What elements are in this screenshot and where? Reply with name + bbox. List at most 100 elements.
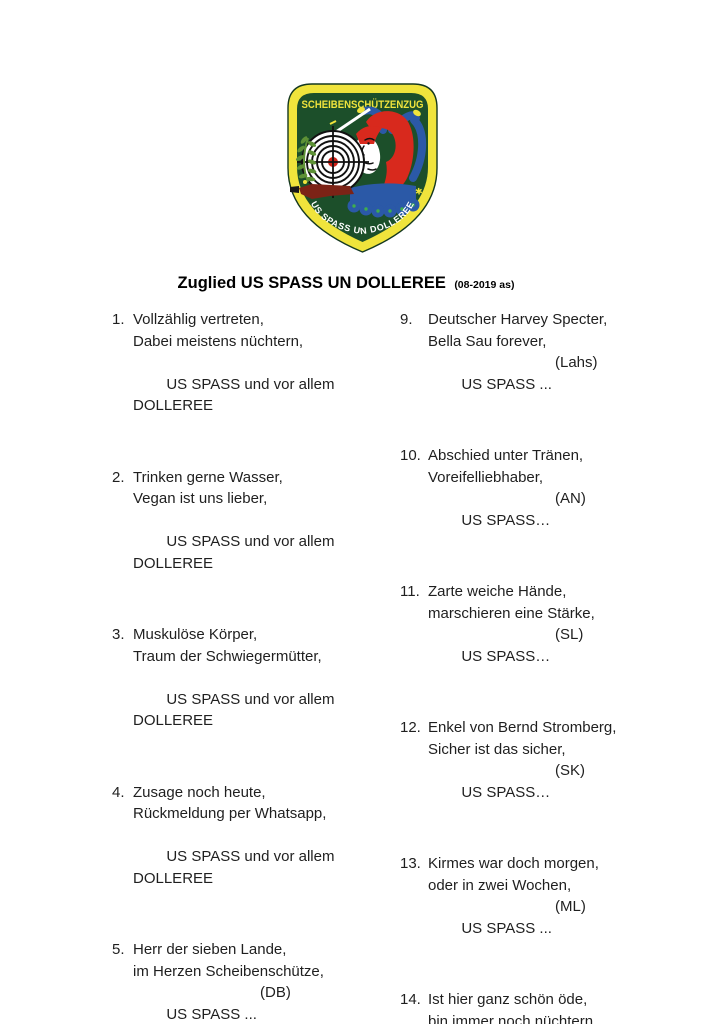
verse-number: 1.: [112, 311, 125, 328]
verse-line-1: Abschied unter Tränen,: [428, 447, 584, 464]
verse-body: Enkel von Bernd Stromberg, Sicher ist da…: [428, 717, 680, 846]
verse-item: 2. Trinken gerne Wasser, Vegan ist uns l…: [112, 467, 400, 618]
verse-number: 5.: [112, 941, 125, 958]
page-title-main: Zuglied US SPASS UN DOLLEREE: [177, 274, 446, 292]
verse-item: 9. Deutscher Harvey Specter, Bella Sau f…: [400, 309, 712, 438]
verse-number: 10.: [400, 447, 421, 464]
verse-line-3: US SPASS… (AN): [428, 488, 680, 574]
verse-line-3: US SPASS und vor allem DOLLEREE: [133, 510, 385, 618]
verse-author-code: (AN): [555, 490, 586, 507]
page-title: Zuglied US SPASS UN DOLLEREE (08-2019 as…: [0, 274, 692, 293]
club-crest-logo: SCHEIBENSCHÜTZENZUG: [286, 82, 439, 254]
verse-author-code: (SK): [555, 762, 585, 779]
verse-line-2: Vegan ist uns lieber,: [133, 490, 268, 507]
verse-refrain: US SPASS ...: [461, 919, 552, 937]
verse-body: Abschied unter Tränen, Voreifelliebhaber…: [428, 445, 680, 574]
verse-line-2: im Herzen Scheibenschütze,: [133, 962, 324, 980]
verse-number: 2.: [112, 468, 125, 486]
verse-line-2: Sicher ist das sicher,: [428, 740, 566, 758]
verse-refrain: US SPASS und vor allem DOLLEREE: [133, 690, 339, 730]
verse-author-code: (ML): [555, 898, 586, 915]
verse-refrain: US SPASS ...: [166, 1005, 257, 1023]
verse-line-2: Dabei meistens nüchtern,: [133, 332, 304, 350]
verse-refrain: US SPASS…: [461, 783, 551, 801]
verse-refrain: US SPASS…: [461, 647, 551, 665]
jester-hood-brim: [356, 126, 382, 144]
verse-item: 3. Muskulöse Körper, Traum der Schwieger…: [112, 624, 400, 775]
verse-columns: 1. Vollzählig vertreten, Dabei meistens …: [112, 309, 712, 1024]
verse-refrain: US SPASS und vor allem DOLLEREE: [133, 848, 339, 887]
verse-number: 12.: [400, 719, 421, 736]
verse-column-right: 9. Deutscher Harvey Specter, Bella Sau f…: [400, 309, 712, 1024]
verse-line-3: US SPASS und vor allem DOLLEREE: [133, 825, 385, 933]
verse-line-3: US SPASS… (SL): [428, 624, 680, 710]
verse-refrain: US SPASS und vor allem DOLLEREE: [133, 375, 339, 415]
verse-item: 10. Abschied unter Tränen, Voreifelliebh…: [400, 445, 712, 574]
bell-icon: [357, 106, 365, 114]
verse-body: Muskulöse Körper, Traum der Schwiegermüt…: [133, 624, 385, 775]
verse-item: 11. Zarte weiche Hände, marschieren eine…: [400, 581, 712, 710]
verse-line-2: Voreifelliebhaber,: [428, 468, 544, 486]
verse-line-1: Vollzählig vertreten,: [133, 311, 264, 328]
motto-star-icon: ✱: [412, 185, 425, 197]
verse-line-2: marschieren eine Stärke,: [428, 604, 595, 622]
verse-body: Ist hier ganz schön öde, bin immer noch …: [428, 989, 680, 1024]
verse-body: Trinken gerne Wasser, Vegan ist uns lieb…: [133, 467, 385, 618]
verse-line-2: Rückmeldung per Whatsapp,: [133, 805, 327, 822]
bell-icon: [413, 109, 421, 117]
verse-line-1: Deutscher Harvey Specter,: [428, 311, 608, 328]
verse-body: Zusage noch heute, Rückmeldung per Whats…: [133, 782, 385, 933]
crest-svg: SCHEIBENSCHÜTZENZUG: [287, 83, 438, 253]
verse-refrain: US SPASS und vor allem DOLLEREE: [133, 533, 339, 572]
verse-line-1: Zusage noch heute,: [133, 783, 266, 801]
verse-refrain: US SPASS ...: [461, 375, 552, 393]
verse-body: Kirmes war doch morgen, oder in zwei Woc…: [428, 853, 680, 982]
verse-line-1: Zarte weiche Hände,: [428, 583, 567, 600]
verse-body: Vollzählig vertreten, Dabei meistens nüc…: [133, 309, 385, 460]
crest-top-text: SCHEIBENSCHÜTZENZUG: [302, 98, 424, 111]
page-title-suffix: (08-2019 as): [454, 279, 515, 291]
verse-line-3: US SPASS und vor allem DOLLEREE: [133, 667, 385, 775]
verse-column-left: 1. Vollzählig vertreten, Dabei meistens …: [112, 309, 400, 1024]
verse-line-1: Kirmes war doch morgen,: [428, 855, 599, 872]
motto-dot-icon: [303, 180, 307, 184]
collar-dots: [352, 203, 415, 213]
verse-line-3: US SPASS ... (DB): [133, 982, 385, 1024]
verse-line-3: US SPASS… (SK): [428, 760, 680, 846]
verse-number: 13.: [400, 855, 421, 872]
jester-hood: [366, 111, 414, 195]
verse-number: 9.: [400, 311, 413, 328]
verse-line-2: oder in zwei Wochen,: [428, 876, 572, 894]
verse-item: 14. Ist hier ganz schön öde, bin immer n…: [400, 989, 712, 1024]
verse-item: 12. Enkel von Bernd Stromberg, Sicher is…: [400, 717, 712, 846]
verse-item: 1. Vollzählig vertreten, Dabei meistens …: [112, 309, 400, 460]
verse-number: 3.: [112, 626, 125, 643]
verse-author-code: (Lahs): [555, 354, 598, 371]
olive-branch-icon: [295, 136, 317, 183]
verse-number: 14.: [400, 991, 421, 1008]
verse-item: 4. Zusage noch heute, Rückmeldung per Wh…: [112, 782, 400, 933]
verse-number: 4.: [112, 783, 125, 801]
verse-line-2: Bella Sau forever,: [428, 332, 547, 350]
verse-line-2: Traum der Schwiegermütter,: [133, 647, 322, 665]
target-icon: [297, 120, 369, 198]
verse-line-1: Trinken gerne Wasser,: [133, 468, 283, 486]
rifle-icon: [290, 184, 354, 199]
verse-number: 11.: [400, 583, 420, 600]
verse-body: Herr der sieben Lande, im Herzen Scheibe…: [133, 939, 385, 1024]
verse-body: Deutscher Harvey Specter, Bella Sau fore…: [428, 309, 680, 438]
verse-line-1: Enkel von Bernd Stromberg,: [428, 719, 617, 736]
verse-body: Zarte weiche Hände, marschieren eine Stä…: [428, 581, 680, 710]
verse-line-3: US SPASS und vor allem DOLLEREE: [133, 352, 385, 460]
verse-item: 13. Kirmes war doch morgen, oder in zwei…: [400, 853, 712, 982]
verse-refrain: US SPASS…: [461, 511, 551, 529]
verse-author-code: (SL): [555, 626, 584, 643]
verse-line-1: Ist hier ganz schön öde,: [428, 991, 588, 1008]
verse-item: 5. Herr der sieben Lande, im Herzen Sche…: [112, 939, 400, 1024]
verse-line-1: Herr der sieben Lande,: [133, 941, 287, 958]
verse-line-3: US SPASS ... (Lahs): [428, 352, 680, 438]
verse-line-3: US SPASS ... (ML): [428, 896, 680, 982]
verse-author-code: (DB): [260, 984, 291, 1001]
verse-line-2: bin immer noch nüchtern,: [428, 1012, 598, 1024]
